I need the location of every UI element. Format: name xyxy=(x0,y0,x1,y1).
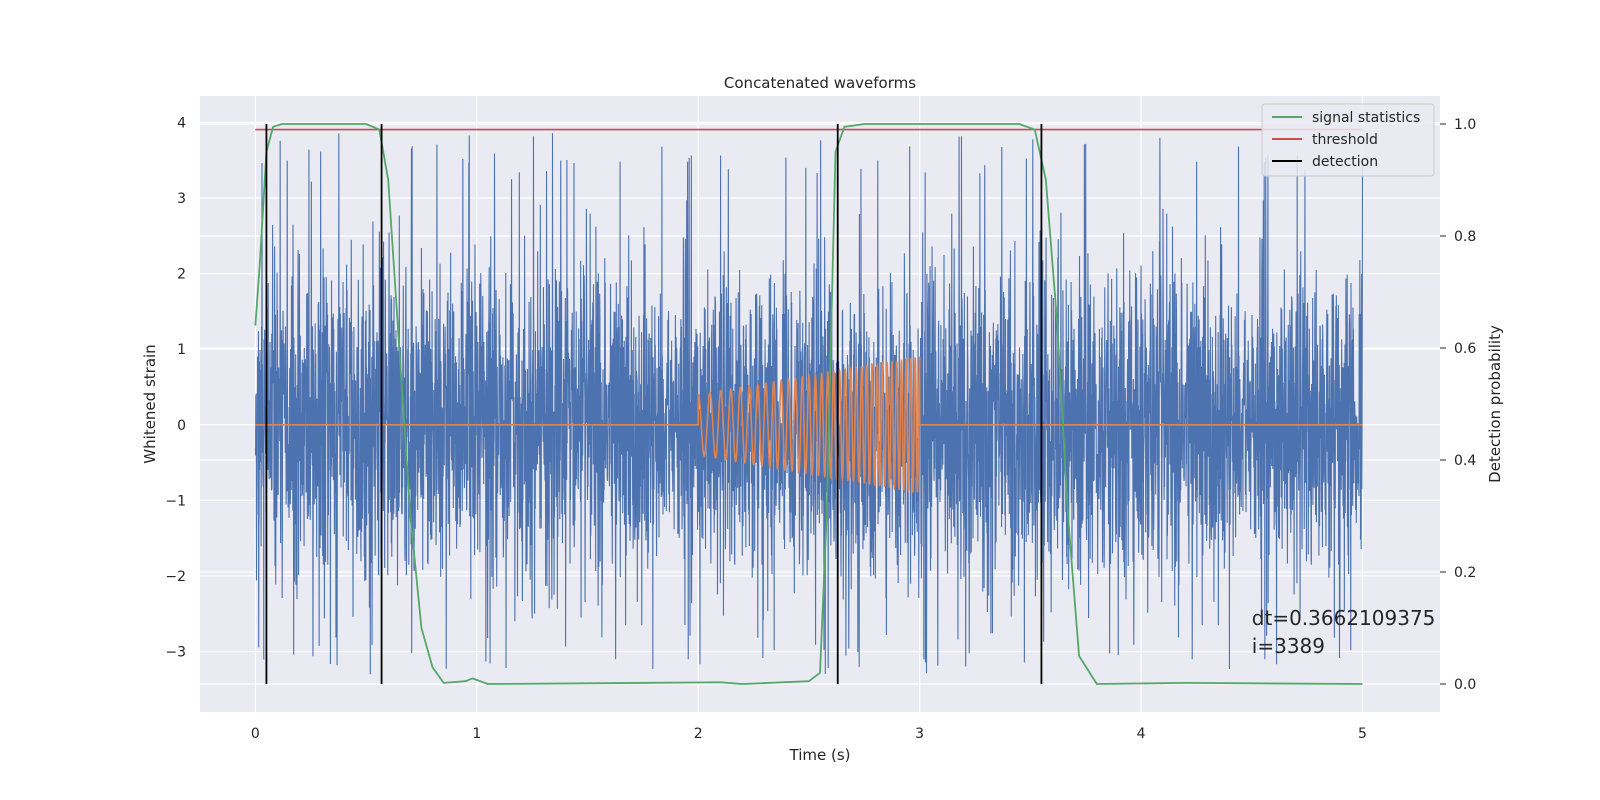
legend-box xyxy=(1261,103,1435,177)
x-axis-label: Time (s) xyxy=(789,746,851,764)
y-tick-label: 0 xyxy=(177,418,186,434)
x-tick-label: 0 xyxy=(251,726,260,742)
x-tick-label: 5 xyxy=(1358,726,1367,742)
y-tick-label: 4 xyxy=(177,115,186,131)
y-tick-label: 2 xyxy=(177,267,186,283)
y-tick-label: −1 xyxy=(165,493,186,509)
chart-title: Concatenated waveforms xyxy=(724,74,916,92)
x-tick-label: 1 xyxy=(472,726,481,742)
x-tick-label: 2 xyxy=(694,726,703,742)
legend: signal statistics threshold detection xyxy=(1261,103,1435,177)
y-tick-label: 1 xyxy=(177,342,186,358)
y-axis-label: Whitened strain xyxy=(141,344,159,463)
noise-series xyxy=(254,133,1364,675)
x-tick-label: 3 xyxy=(915,726,924,742)
y-tick-label: −2 xyxy=(165,569,186,585)
x-tick-label: 4 xyxy=(1137,726,1146,742)
series-layer xyxy=(254,123,1364,685)
signal-statistics-line xyxy=(254,123,1363,685)
axes-layer: 0 1 2 3 4 5 −3 −2 −1 0 1 2 3 4 0.0 0.2 0.4 0.6 0.8 1.0 xyxy=(165,115,1476,742)
y-tick-label: −3 xyxy=(165,645,186,661)
y2-tick-label: 1.0 xyxy=(1454,117,1476,133)
y-tick-label: 3 xyxy=(177,191,186,207)
legend-label-signal-statistics: signal statistics xyxy=(1312,110,1420,126)
annotation-text: dt=0.3662109375 xyxy=(1252,606,1436,630)
y2-tick-label: 0.2 xyxy=(1454,565,1476,581)
y2-tick-label: 0.6 xyxy=(1454,341,1476,357)
legend-label-threshold: threshold xyxy=(1312,132,1378,148)
y2-tick-label: 0.8 xyxy=(1454,229,1476,245)
annotations: dt=0.3662109375 i=3389 xyxy=(1252,606,1436,658)
y2-tick-label: 0.4 xyxy=(1454,453,1476,469)
y2-tick-label: 0.0 xyxy=(1454,677,1476,693)
legend-label-detection: detection xyxy=(1312,154,1378,170)
chirp-series xyxy=(255,356,1363,494)
annotation-text: i=3389 xyxy=(1252,634,1325,658)
y2-axis-label: Detection probability xyxy=(1486,325,1504,483)
